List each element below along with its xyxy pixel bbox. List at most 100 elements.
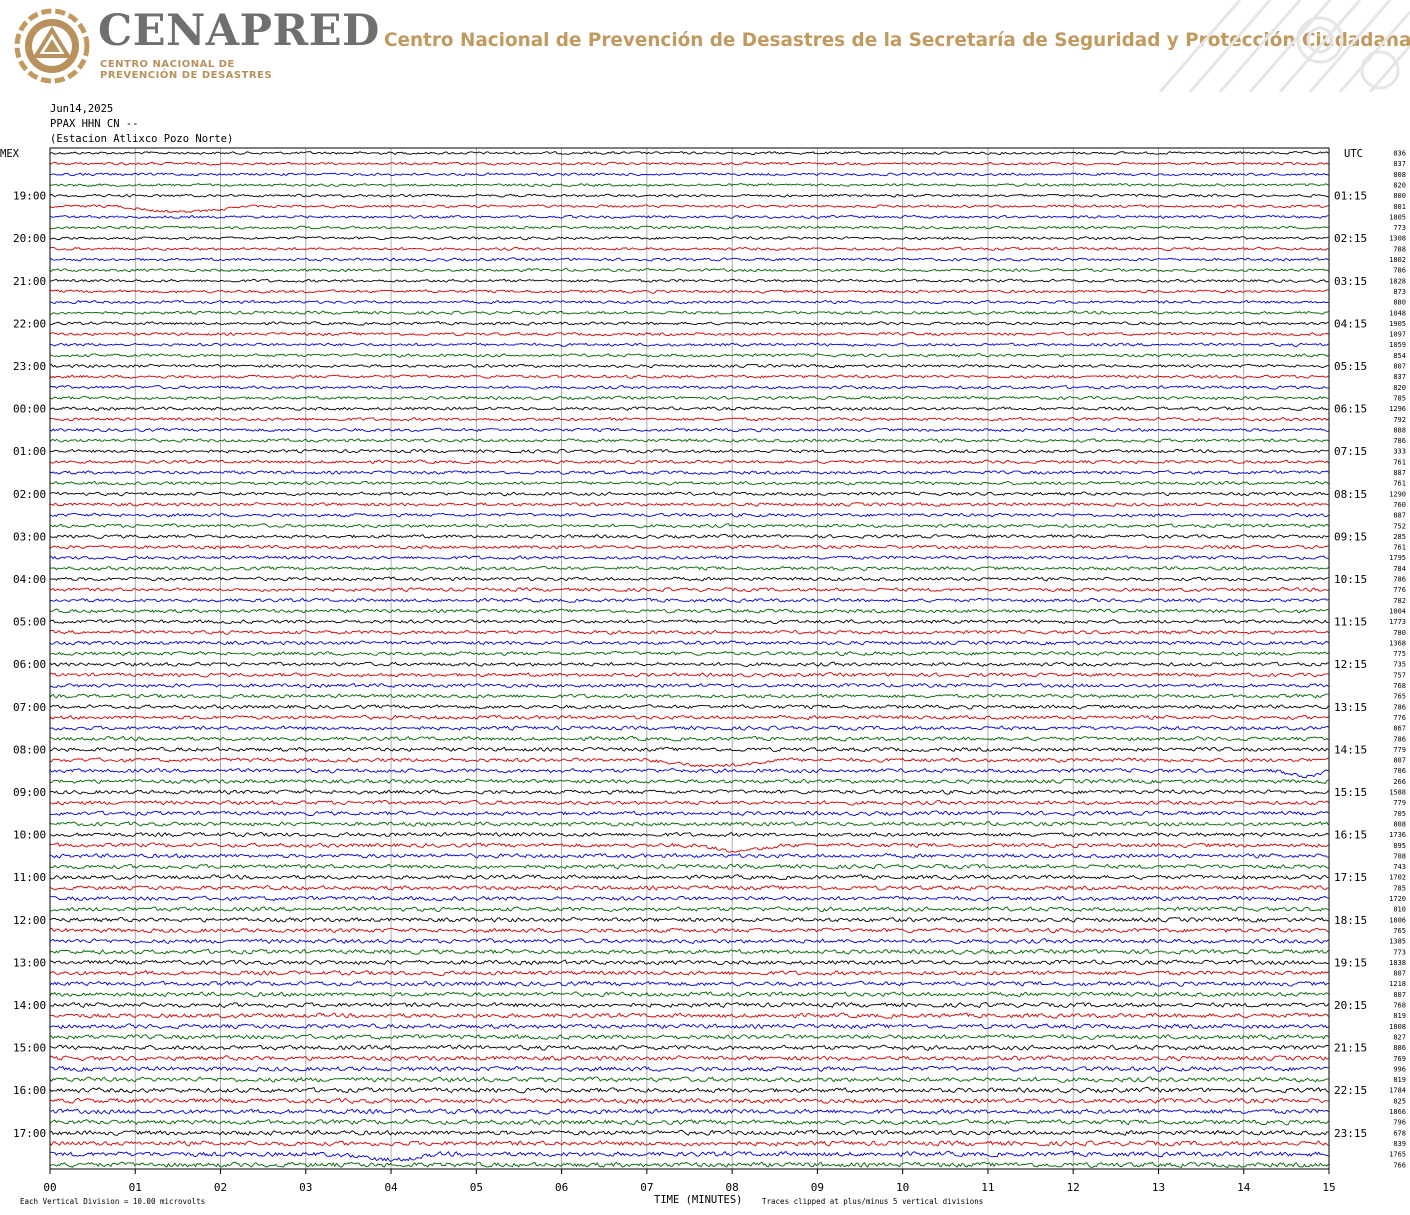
max-count-label: 1048 xyxy=(1389,309,1406,317)
mex-time-label: 17:00 xyxy=(13,1127,46,1140)
max-count-label: 808 xyxy=(1393,171,1406,179)
seismic-trace xyxy=(49,853,1329,859)
seismic-trace xyxy=(49,1108,1329,1115)
max-count-label: 808 xyxy=(1393,820,1406,828)
seismic-trace xyxy=(49,587,1329,593)
brand-name: CENAPRED xyxy=(98,6,380,56)
seismic-trace xyxy=(49,310,1329,315)
max-count-label: 776 xyxy=(1393,586,1406,594)
max-count-label: 786 xyxy=(1393,703,1406,711)
mex-time-label: 10:00 xyxy=(13,829,46,842)
seismic-trace xyxy=(49,1044,1329,1051)
max-count-label: 761 xyxy=(1393,458,1406,466)
seismic-trace xyxy=(49,778,1329,785)
seismic-trace xyxy=(49,459,1329,465)
seismic-trace xyxy=(49,151,1329,155)
max-count-label: 760 xyxy=(1393,501,1406,509)
max-count-label: 779 xyxy=(1393,746,1406,754)
utc-time-label: 10:15 xyxy=(1334,573,1367,586)
utc-time-label: 19:15 xyxy=(1334,956,1367,969)
max-count-label: 765 xyxy=(1393,927,1406,935)
seismic-trace xyxy=(49,597,1329,603)
footer-scale-note: Each Vertical Division = 10.00 microvolt… xyxy=(20,1197,205,1206)
seismic-trace xyxy=(49,938,1329,945)
max-count-label: 867 xyxy=(1393,725,1406,733)
max-count-label: 706 xyxy=(1393,767,1406,775)
seismic-trace xyxy=(49,608,1329,614)
seismic-trace xyxy=(49,406,1329,411)
x-tick-label: 15 xyxy=(1322,1181,1335,1194)
max-count-label: 757 xyxy=(1393,671,1406,679)
max-count-label: 796 xyxy=(1393,1119,1406,1127)
seismic-trace xyxy=(49,831,1329,838)
seismic-trace xyxy=(49,331,1329,337)
mex-time-label: 00:00 xyxy=(13,403,46,416)
seismic-trace xyxy=(49,1161,1329,1169)
seismic-trace xyxy=(49,246,1329,252)
seismic-trace xyxy=(49,342,1329,347)
seismic-trace xyxy=(49,693,1329,699)
seismic-trace xyxy=(49,842,1329,853)
max-count-label: 1588 xyxy=(1389,789,1406,797)
max-count-label: 708 xyxy=(1393,852,1406,860)
mex-time-label: 22:00 xyxy=(13,317,46,330)
max-count-label: 1290 xyxy=(1389,490,1406,498)
station-name: (Estacion Atlixco Pozo Norte) xyxy=(50,133,233,145)
max-count-label: 786 xyxy=(1393,576,1406,584)
seismic-trace xyxy=(49,480,1329,486)
max-count-label: 1296 xyxy=(1389,405,1406,413)
max-count-label: 819 xyxy=(1393,1076,1406,1084)
max-count-label: 839 xyxy=(1393,1140,1406,1148)
brand-subtitle-line2: PREVENCIÓN DE DESASTRES xyxy=(100,70,273,81)
seismic-trace xyxy=(49,661,1329,667)
max-count-label: 886 xyxy=(1393,1044,1406,1052)
footer-clip-note: Traces clipped at plus/minus 5 vertical … xyxy=(762,1197,983,1206)
max-count-label: 761 xyxy=(1393,480,1406,488)
seismic-trace xyxy=(49,927,1329,934)
seismic-trace xyxy=(49,980,1329,987)
plot-frame xyxy=(49,147,1330,1170)
utc-time-label: 21:15 xyxy=(1334,1042,1367,1055)
max-count-label: 820 xyxy=(1393,181,1406,189)
seismic-trace xyxy=(49,1012,1329,1019)
x-tick-labels: 00 01 02 03 04 05 06 07 08 09 10 11 12 13 14 15 xyxy=(43,1169,1336,1194)
seismic-trace xyxy=(49,874,1329,881)
mex-time-label: 07:00 xyxy=(13,701,46,714)
max-count-label: 807 xyxy=(1393,757,1406,765)
max-count-label: 285 xyxy=(1393,533,1406,541)
station-code: PPAX HHN CN -- xyxy=(50,118,139,130)
utc-time-label: 06:15 xyxy=(1334,403,1367,416)
x-tick-label: 13 xyxy=(1152,1181,1165,1194)
seismic-trace xyxy=(49,438,1329,443)
mex-time-label: 16:00 xyxy=(13,1084,46,1097)
mex-time-label: 12:00 xyxy=(13,914,46,927)
max-count-label: 1720 xyxy=(1389,895,1406,903)
seismic-trace xyxy=(49,640,1329,646)
max-count-label: 766 xyxy=(1393,1161,1406,1169)
max-count-label: 333 xyxy=(1393,448,1406,456)
max-count-label: 800 xyxy=(1393,192,1406,200)
max-count-label: 788 xyxy=(1393,245,1406,253)
max-count-label: 780 xyxy=(1393,629,1406,637)
max-count-label: 1736 xyxy=(1389,831,1406,839)
mex-time-label: 08:00 xyxy=(13,743,46,756)
max-count-label: 836 xyxy=(1393,150,1406,158)
utc-time-label: 22:15 xyxy=(1334,1084,1367,1097)
seismic-trace xyxy=(49,193,1329,198)
max-count-label: 1097 xyxy=(1389,331,1406,339)
utc-time-label: 15:15 xyxy=(1334,786,1367,799)
seismic-trace xyxy=(49,725,1329,731)
seismic-trace xyxy=(49,682,1329,689)
x-tick-label: 07 xyxy=(640,1181,653,1194)
x-tick-label: 02 xyxy=(214,1181,227,1194)
max-count-label: 773 xyxy=(1393,224,1406,232)
seismic-trace xyxy=(49,1065,1329,1072)
utc-time-label: 07:15 xyxy=(1334,445,1367,458)
utc-time-label: 11:15 xyxy=(1334,616,1367,629)
max-count-label: 1806 xyxy=(1389,916,1406,924)
seismic-trace xyxy=(49,225,1329,230)
seismic-trace xyxy=(49,746,1329,753)
seismic-trace xyxy=(49,1119,1329,1126)
seismic-trace xyxy=(49,172,1329,177)
max-count-label: 895 xyxy=(1393,842,1406,850)
